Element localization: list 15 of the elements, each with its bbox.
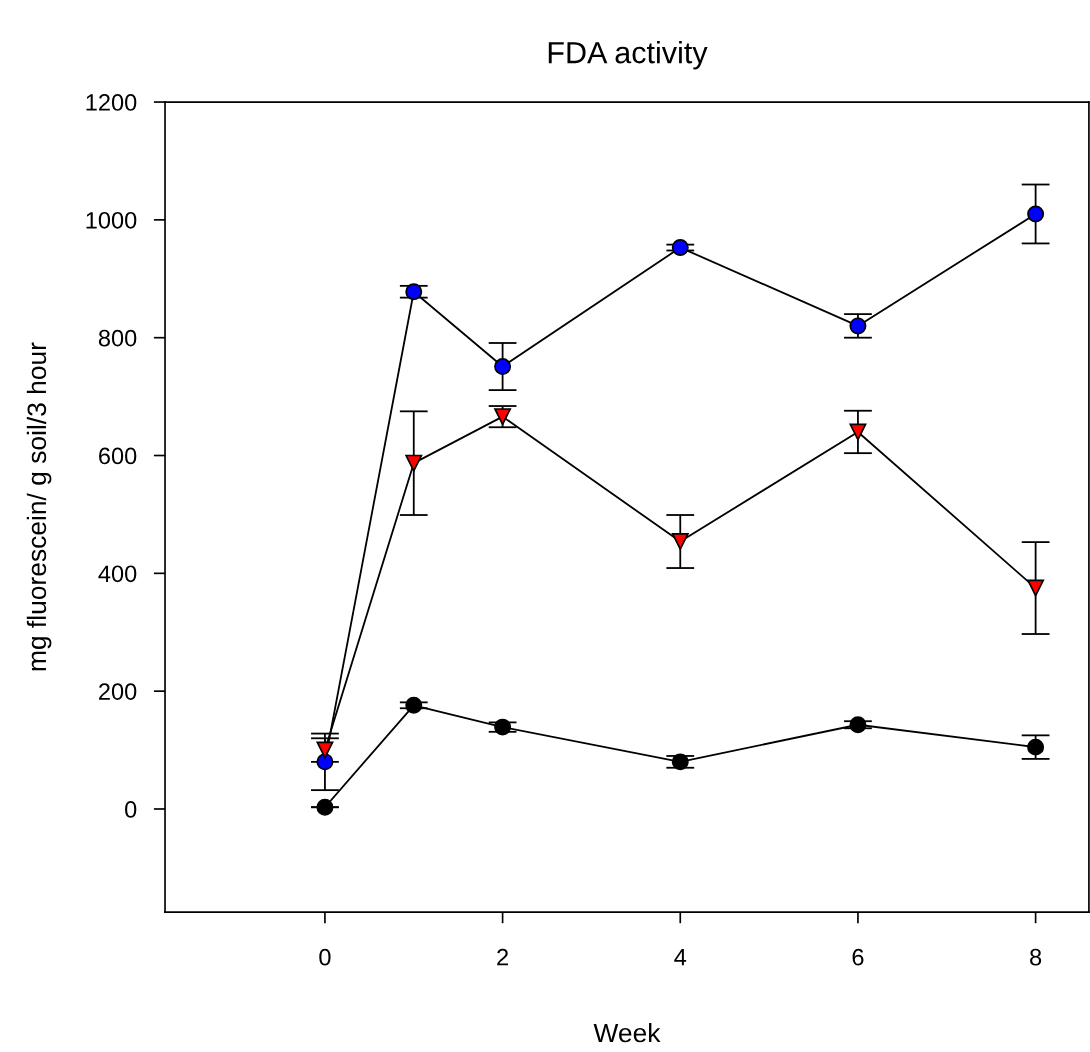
y-tick-label: 1000 xyxy=(86,211,137,229)
y-tick-label: 800 xyxy=(98,329,137,347)
y-tick-label: 200 xyxy=(99,683,137,700)
y-tick-label: 1200 xyxy=(86,94,137,111)
y-axis-title: mg fluorescein/ g soil/3 hour xyxy=(26,342,52,671)
x-axis-title: Week xyxy=(593,1022,661,1043)
x-tick-label: 0 xyxy=(319,948,331,966)
x-tick-label: 4 xyxy=(674,949,687,966)
x-tick-label: 2 xyxy=(497,948,508,966)
y-tick-label: 600 xyxy=(99,447,137,465)
x-tick-label: 8 xyxy=(1030,948,1042,966)
y-tick-label: 0 xyxy=(125,801,137,818)
x-tick-label: 6 xyxy=(852,948,864,966)
y-tick-label: 400 xyxy=(98,565,137,583)
chart-title: FDA activity xyxy=(548,41,708,70)
